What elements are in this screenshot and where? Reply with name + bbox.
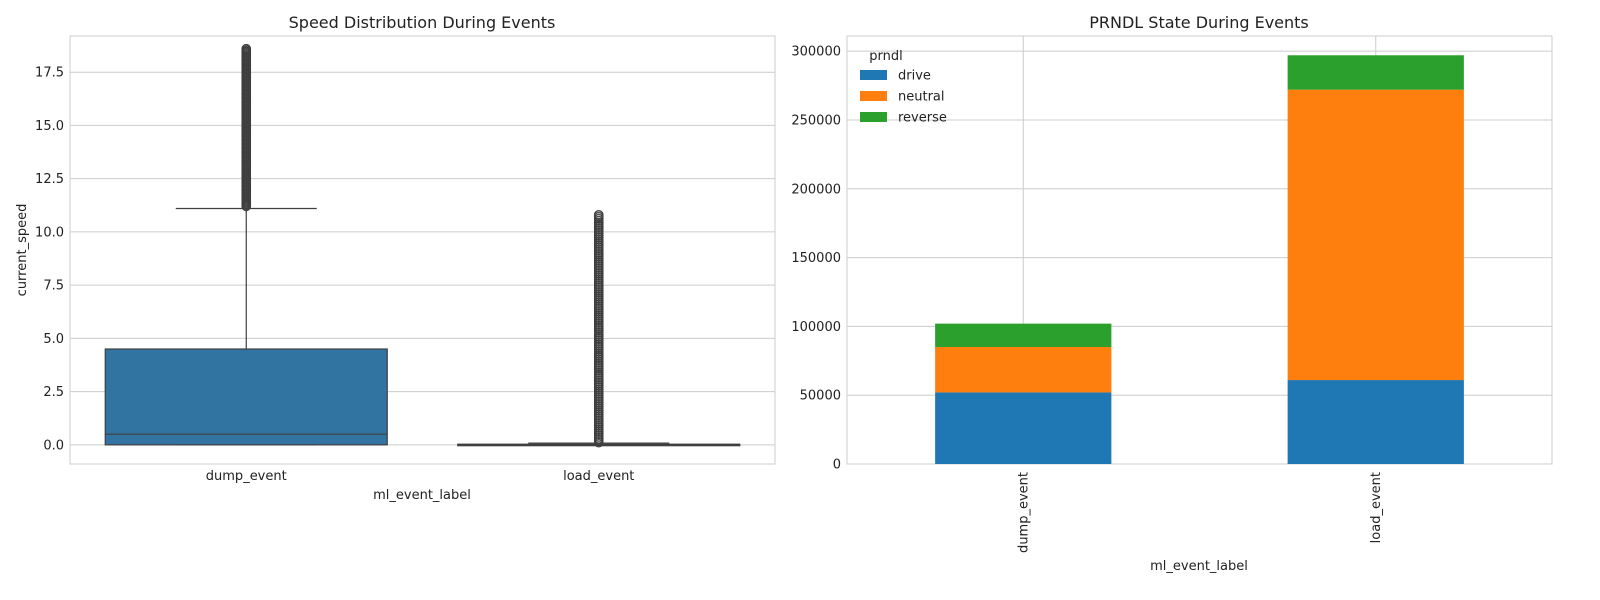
bar-y-tick-label: 100000 [791,320,841,335]
box-chart-title: Speed Distribution During Events [289,13,556,32]
box-y-tick-label: 2.5 [43,385,64,400]
bar-y-tick-label: 300000 [791,45,841,60]
bar-segment-drive [935,392,1112,464]
legend-swatch-reverse [860,112,887,122]
bar-y-tick-label: 200000 [791,182,841,197]
bar-x-axis-label: ml_event_label [1150,559,1248,574]
legend-label: reverse [898,111,947,126]
bar-segment-neutral [935,347,1112,393]
prndl-stacked-bar-chart: PRNDL State During Events 0 50000 100000 15… [791,13,1553,574]
bar-segment-reverse [1287,55,1464,90]
legend-swatch-neutral [860,91,887,101]
box-y-tick-label: 17.5 [35,66,64,81]
box-marks [104,43,741,448]
bar-y-ticks: 0 50000 100000 150000 200000 250000 300000 [791,45,841,473]
legend-label: drive [898,69,931,84]
bar-x-ticks: dump_event load_event [1016,472,1384,553]
bar-y-tick-label: 50000 [800,389,841,404]
box-x-ticks: dump_event load_event [206,469,635,484]
box-outlier-point [593,210,604,220]
box-y-ticks: 0.0 2.5 5.0 7.5 10.0 12.5 15.0 17.5 [35,66,64,454]
bar-segment-reverse [935,323,1112,348]
legend-label: neutral [898,90,945,105]
legend-swatch-drive [860,70,887,80]
box-y-tick-label: 12.5 [35,172,64,187]
box-y-tick-label: 7.5 [43,279,64,294]
box-outlier-point [241,43,252,54]
box-x-tick-label: dump_event [206,469,287,484]
bar-chart-title: PRNDL State During Events [1089,13,1309,32]
box-x-axis-label: ml_event_label [373,488,471,503]
box-x-tick-label: load_event [563,469,634,484]
bar-y-tick-label: 150000 [791,251,841,266]
bar-y-tick-label: 0 [833,458,841,473]
bar-legend: prndl drive neutral reverse [860,49,947,126]
box-y-axis-label: current_speed [15,204,30,297]
box-y-tick-label: 5.0 [43,332,64,347]
bar-x-tick-label: load_event [1369,472,1384,543]
box-plot-frame [69,35,776,465]
box-y-tick-label: 0.0 [43,438,64,453]
legend-entries: drive neutral reverse [860,69,947,126]
box-iqr [104,348,388,446]
bar-segment-drive [1287,380,1464,464]
bar-marks [935,55,1464,464]
box-y-tick-label: 15.0 [35,119,64,134]
box-y-tick-label: 10.0 [35,225,64,240]
bar-plot-frame [846,35,1553,465]
bar-x-tick-label: dump_event [1016,472,1031,553]
bar-segment-neutral [1287,89,1464,381]
legend-title: prndl [869,49,902,64]
speed-box-plot: Speed Distribution During Events 0.0 2.5 5… [15,13,776,503]
bar-y-tick-label: 250000 [791,113,841,128]
